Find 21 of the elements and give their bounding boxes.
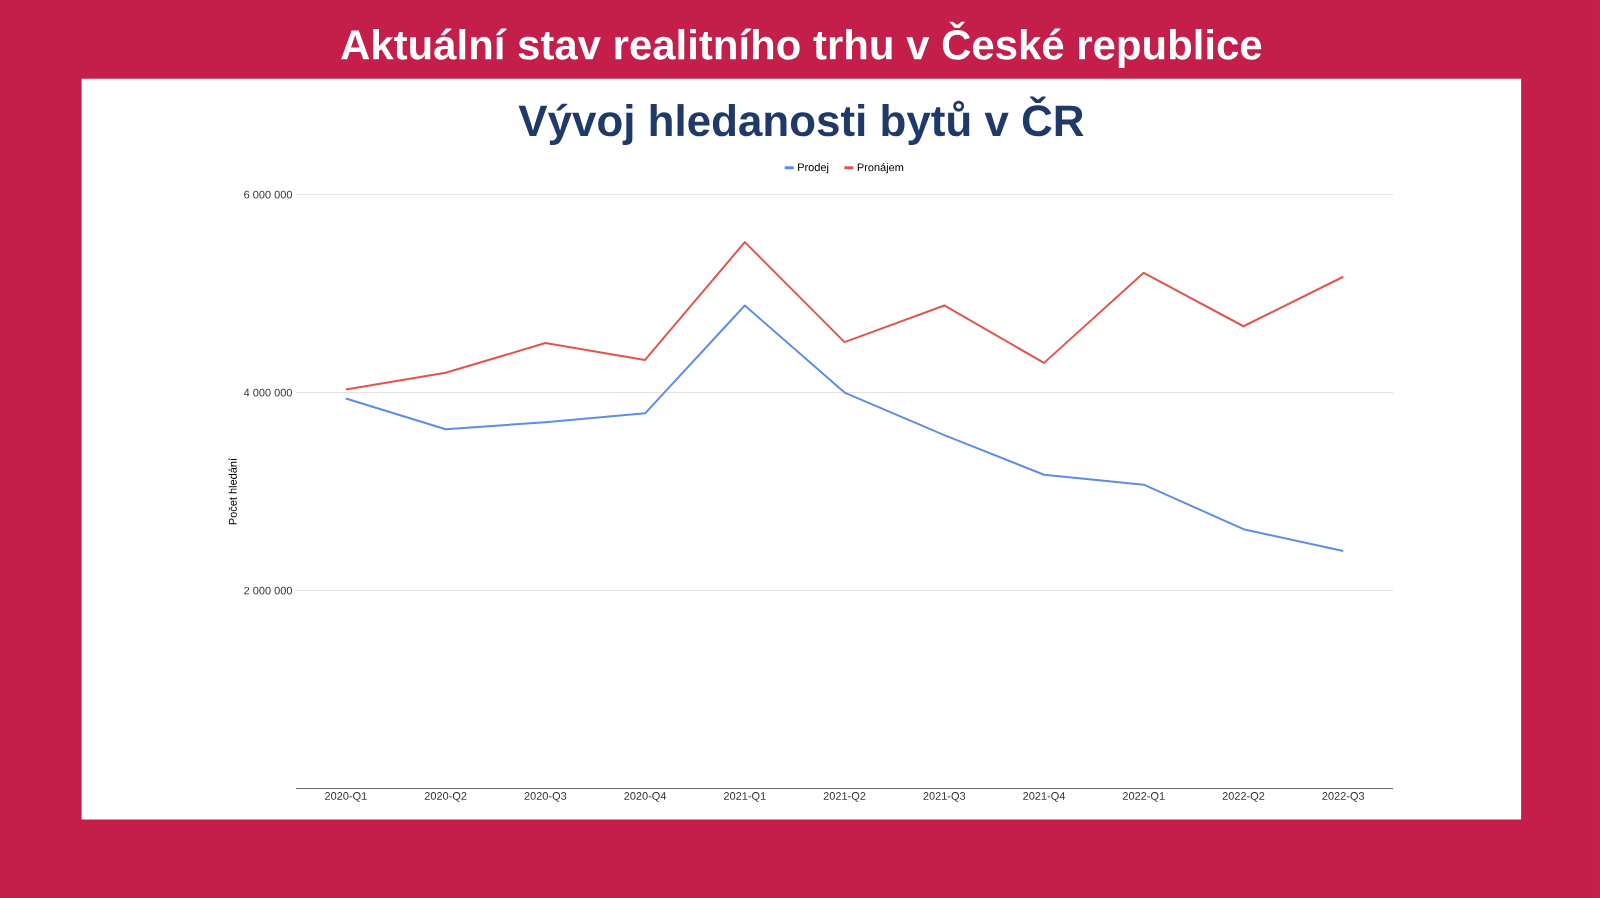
line-series xyxy=(344,304,1345,552)
chart-subtitle: Vývoj hledanosti bytů v ČR xyxy=(518,96,1084,145)
x-tick-label: 2021-Q4 xyxy=(1023,791,1066,802)
x-tick-label: 2022-Q1 xyxy=(1122,791,1165,802)
x-tick-label: 2020-Q4 xyxy=(624,791,667,802)
x-tick-label: 2020-Q3 xyxy=(524,791,567,802)
x-tick-label: 2022-Q3 xyxy=(1322,791,1365,802)
y-tick-label: 4 000 000 xyxy=(243,388,293,397)
line-series xyxy=(344,240,1345,391)
y-tick-label: 2 000 000 xyxy=(244,586,293,595)
legend-label: Prodej xyxy=(798,162,829,174)
x-tick-label: 2020-Q1 xyxy=(325,791,367,802)
chart-title: Aktuální stav realitního trhu v České republice xyxy=(341,21,1262,68)
x-tick-label: 2021-Q2 xyxy=(823,791,866,802)
x-tick-label: 2021-Q3 xyxy=(923,791,966,802)
y-tick-label: 6 000 000 xyxy=(244,190,293,199)
x-tick-label: 2020-Q2 xyxy=(424,791,467,802)
y-axis-title: Počet hledání xyxy=(228,457,237,525)
x-tick-label: 2021-Q1 xyxy=(723,791,766,802)
x-tick-label: 2022-Q2 xyxy=(1222,791,1265,802)
legend-label: Pronájem xyxy=(857,162,904,174)
